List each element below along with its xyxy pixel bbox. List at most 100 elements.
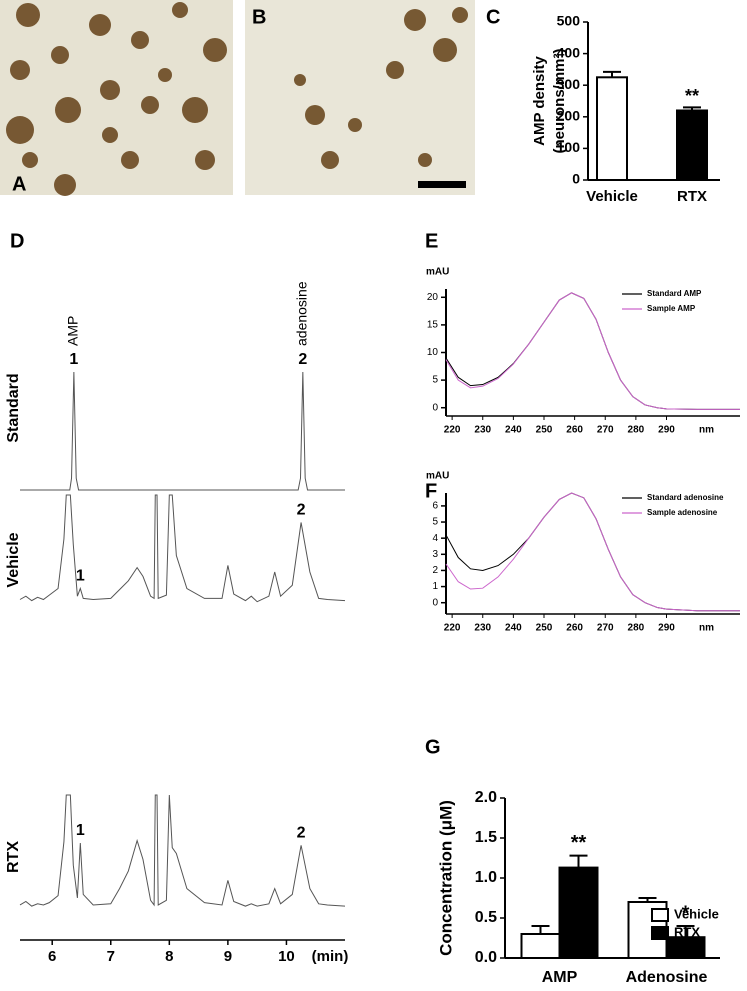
x-tick-label: AMP [542,969,578,986]
significance: ** [685,86,699,106]
peak-compound: AMP [65,316,81,346]
y-tick-label: 1 [432,581,438,592]
x-tick-label: RTX [677,188,707,205]
y-tick-label: 100 [557,139,581,155]
y-tick-label: 0 [572,171,580,187]
y-tick-label: 1.5 [475,829,497,846]
y-axis-label: (neurons/mm²) [551,48,568,153]
legend-label: RTX [674,924,700,939]
peak-label: 1 [76,568,85,585]
x-tick-label: 270 [597,623,614,634]
x-tick-label: Vehicle [586,188,638,205]
x-tick-label: 7 [107,948,115,965]
x-tick-label: 250 [536,623,553,634]
x-tick-label: 220 [444,425,461,436]
x-tick-label: 9 [224,948,232,965]
bar [558,866,599,959]
peak-compound: adenosine [294,281,310,346]
chromatogram-trace [20,371,345,491]
peak-label: 2 [297,825,306,842]
x-tick-label: 240 [505,425,522,436]
y-tick-label: 0.0 [475,949,497,966]
y-axis-label: mAU [426,471,449,482]
y-tick-label: 300 [557,76,581,92]
y-tick-label: 200 [557,108,581,124]
x-tick-label: 290 [658,623,675,634]
y-tick-label: 15 [427,320,439,331]
x-tick-label: 270 [597,425,614,436]
error-bar [531,925,550,934]
x-tick-label: 240 [505,623,522,634]
y-tick-label: 10 [427,347,439,358]
panel-label: B [252,6,266,28]
significance: ** [571,832,587,854]
x-axis-label: (min) [312,948,349,965]
x-tick-label: 250 [536,425,553,436]
x-tick-label: 260 [566,425,583,436]
significance: * [682,902,690,924]
x-tick-label: 8 [165,948,173,965]
legend-label: Vehicle [674,906,719,921]
chromatogram-trace [19,794,346,907]
y-tick-label: 1.0 [475,869,497,886]
y-axis-label: Concentration (μM) [436,800,455,956]
spectrum-line [445,492,740,612]
y-tick-label: 6 [432,501,438,512]
spectrum-line [445,292,740,410]
y-axis-label: mAU [426,267,449,278]
panel-label: E [425,230,438,252]
legend-label: Standard AMP [647,289,702,298]
legend-label: Sample AMP [647,304,696,313]
y-tick-label: 500 [557,13,581,29]
x-tick-label: 280 [628,623,645,634]
x-tick-label: 220 [444,623,461,634]
x-tick-label: 280 [628,425,645,436]
panel-label: A [12,173,26,195]
y-tick-label: 0 [432,597,438,608]
x-axis-label: nm [699,425,714,436]
trace-label: Vehicle [5,532,22,587]
x-tick-label: Adenosine [626,969,708,986]
y-tick-label: 0.5 [475,909,497,926]
x-tick-label: 10 [278,948,295,965]
bar [596,76,628,181]
trace-label: Standard [5,373,22,442]
spectrum-line [445,292,740,410]
panel-label: D [10,230,24,252]
error-bar [676,925,695,938]
panel-label: F [425,480,437,502]
y-tick-label: 400 [557,44,581,60]
y-tick-label: 2.0 [475,789,497,806]
x-tick-label: 230 [474,425,491,436]
y-tick-label: 20 [427,292,439,303]
peak-label: 2 [297,502,306,519]
panel-label: G [425,736,441,758]
x-tick-label: 290 [658,425,675,436]
panel-label: C [486,6,500,28]
x-axis-label: nm [699,623,714,634]
y-tick-label: 4 [432,533,438,544]
y-tick-label: 3 [432,549,438,560]
y-tick-label: 5 [432,375,438,386]
peak-label: 1 [69,351,78,368]
legend-swatch [651,908,669,922]
x-tick-label: 230 [474,623,491,634]
chromatogram-trace [19,494,346,603]
x-tick-label: 6 [48,948,56,965]
y-tick-label: 0 [432,402,438,413]
legend-swatch [651,926,669,940]
micrograph-a [0,0,233,196]
bar [676,109,708,181]
y-tick-label: 5 [432,517,438,528]
error-bar [569,854,588,868]
legend-label: Standard adenosine [647,493,724,502]
x-tick-label: 260 [566,623,583,634]
bar [520,933,561,959]
y-tick-label: 2 [432,565,438,576]
legend-label: Sample adenosine [647,508,718,517]
trace-label: RTX [5,841,22,873]
peak-label: 1 [76,822,85,839]
micrograph-b [245,0,475,195]
y-axis-label: AMP density [531,55,548,145]
